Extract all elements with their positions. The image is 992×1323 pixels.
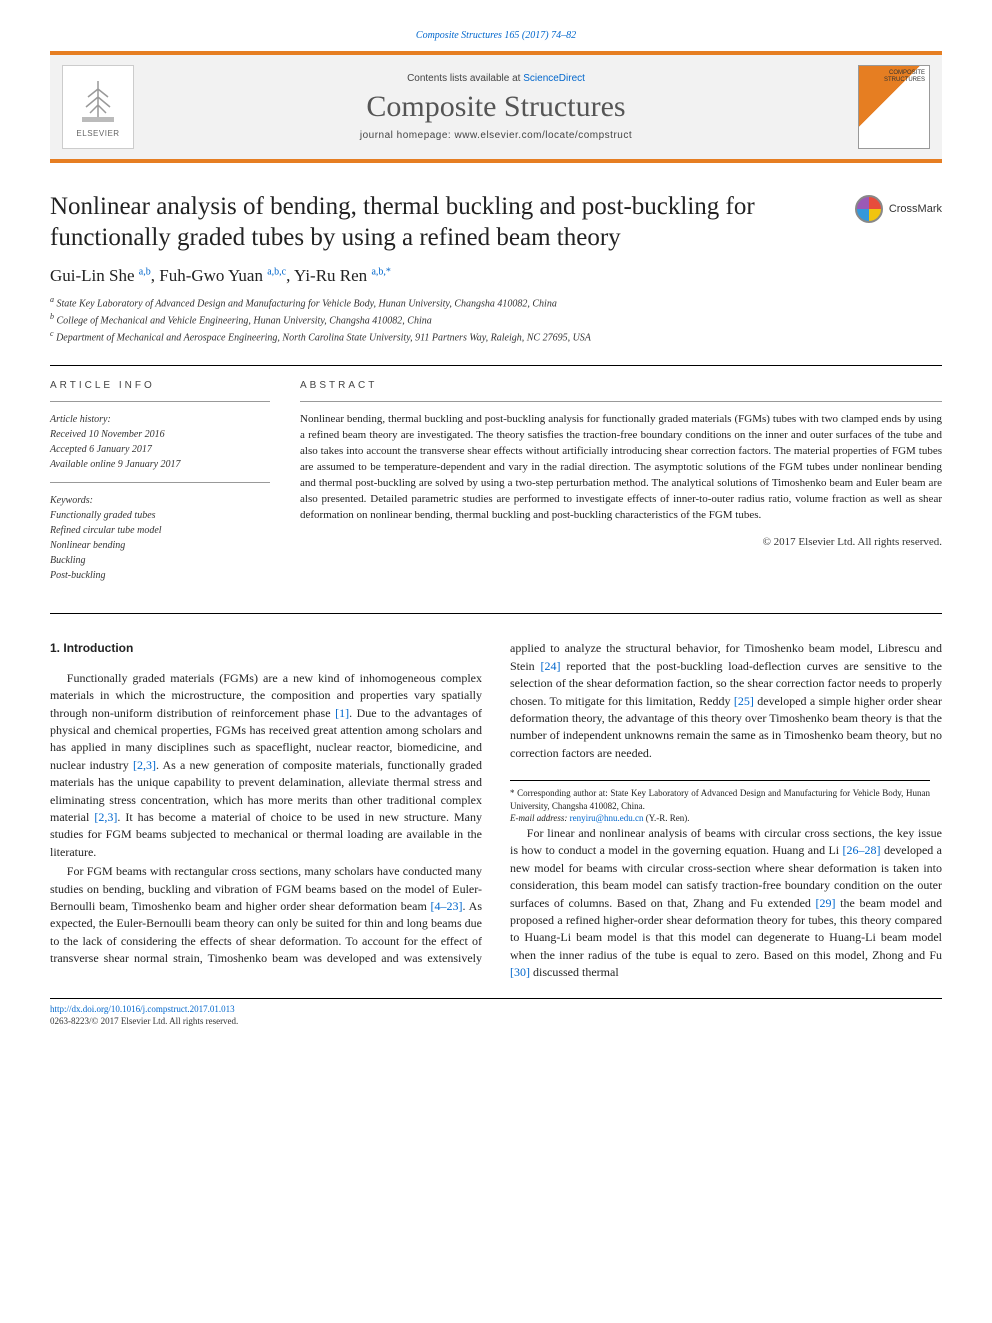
page-footer: http://dx.doi.org/10.1016/j.compstruct.2…: [50, 998, 942, 1028]
author-2: Yi-Ru Ren a,b,*: [294, 266, 391, 285]
affiliation-c: c Department of Mechanical and Aerospace…: [50, 328, 942, 345]
abstract-text: Nonlinear bending, thermal buckling and …: [300, 412, 942, 524]
keywords-heading: Keywords:: [50, 493, 270, 508]
journal-homepage-url[interactable]: www.elsevier.com/locate/compstruct: [455, 130, 633, 141]
author-list: Gui-Lin She a,b, Fuh-Gwo Yuan a,b,c, Yi-…: [50, 266, 942, 286]
journal-header: ELSEVIER Contents lists available at Sci…: [50, 51, 942, 163]
article-info-heading: ARTICLE INFO: [50, 380, 270, 391]
publisher-name: ELSEVIER: [76, 129, 119, 138]
author-1: Fuh-Gwo Yuan a,b,c: [159, 266, 286, 285]
body-para-0: Functionally graded materials (FGMs) are…: [50, 670, 482, 861]
affiliation-a: a State Key Laboratory of Advanced Desig…: [50, 294, 942, 311]
top-citation-link[interactable]: Composite Structures 165 (2017) 74–82: [416, 30, 576, 41]
article-info-column: ARTICLE INFO Article history: Received 1…: [50, 380, 270, 583]
keyword-4: Post-buckling: [50, 568, 270, 583]
crossmark-icon: [855, 195, 883, 223]
journal-name: Composite Structures: [148, 90, 844, 124]
author-0-affil[interactable]: a,b: [139, 266, 151, 277]
abstract-column: ABSTRACT Nonlinear bending, thermal buck…: [300, 380, 942, 583]
author-0: Gui-Lin She a,b: [50, 266, 151, 285]
top-citation: Composite Structures 165 (2017) 74–82: [50, 30, 942, 41]
contents-available-line: Contents lists available at ScienceDirec…: [148, 73, 844, 84]
divider: [50, 613, 942, 614]
corresponding-email-link[interactable]: renyiru@hnu.edu.cn: [570, 813, 644, 823]
paper-title: Nonlinear analysis of bending, thermal b…: [50, 191, 837, 254]
article-history-heading: Article history:: [50, 412, 270, 427]
affiliation-list: a State Key Laboratory of Advanced Desig…: [50, 294, 942, 346]
journal-cover-label: COMPOSITE STRUCTURES: [859, 70, 925, 83]
doi-link[interactable]: http://dx.doi.org/10.1016/j.compstruct.2…: [50, 1004, 235, 1014]
history-accepted: Accepted 6 January 2017: [50, 442, 270, 457]
affiliation-b: b College of Mechanical and Vehicle Engi…: [50, 311, 942, 328]
keyword-1: Refined circular tube model: [50, 523, 270, 538]
body-text: 1. Introduction Functionally graded mate…: [50, 640, 942, 981]
corresponding-author-note: * Corresponding author at: State Key Lab…: [510, 780, 930, 825]
author-1-affil[interactable]: a,b,c: [267, 266, 286, 277]
journal-cover-thumbnail: COMPOSITE STRUCTURES: [858, 65, 930, 149]
publisher-logo: ELSEVIER: [62, 65, 134, 149]
abstract-heading: ABSTRACT: [300, 380, 942, 391]
crossmark-badge[interactable]: CrossMark: [855, 195, 942, 223]
divider: [50, 365, 942, 366]
history-received: Received 10 November 2016: [50, 427, 270, 442]
keyword-0: Functionally graded tubes: [50, 508, 270, 523]
issn-copyright: 0263-8223/© 2017 Elsevier Ltd. All right…: [50, 1016, 238, 1026]
section-1-heading: 1. Introduction: [50, 640, 482, 657]
author-2-affil[interactable]: a,b,*: [371, 266, 390, 277]
journal-homepage-line: journal homepage: www.elsevier.com/locat…: [148, 130, 844, 141]
elsevier-tree-icon: [74, 77, 122, 125]
history-online: Available online 9 January 2017: [50, 457, 270, 472]
crossmark-label: CrossMark: [889, 203, 942, 215]
sciencedirect-link[interactable]: ScienceDirect: [523, 73, 585, 84]
keyword-2: Nonlinear bending: [50, 538, 270, 553]
body-para-2: For linear and nonlinear analysis of bea…: [510, 825, 942, 982]
abstract-copyright: © 2017 Elsevier Ltd. All rights reserved…: [300, 536, 942, 548]
keyword-3: Buckling: [50, 553, 270, 568]
